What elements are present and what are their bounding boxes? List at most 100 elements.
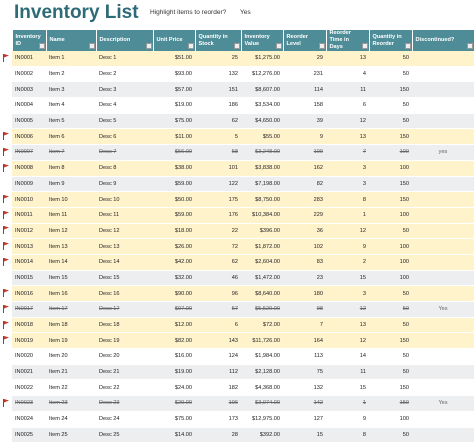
- cell: yes: [412, 144, 474, 161]
- blank: [0, 30, 13, 51]
- flag-icon: [3, 336, 9, 345]
- filter-button[interactable]: [466, 43, 473, 49]
- cell: IN0021: [12, 364, 46, 381]
- cell: $5,529.00: [241, 301, 283, 318]
- filter-button[interactable]: [233, 43, 240, 49]
- cell: 100: [369, 270, 412, 287]
- cell: $38.00: [153, 160, 195, 177]
- cell: $12,975.00: [241, 411, 283, 428]
- cell: Desc 6: [96, 128, 153, 146]
- cell: 62: [195, 113, 241, 130]
- column-header: Reorder Level: [283, 30, 327, 51]
- column-header-text: Reorder Level: [286, 33, 308, 47]
- cell: Desc 21: [96, 364, 153, 381]
- table-row: IN0016 Item 16 Desc 16 $90.00 96 $8,640.00 180…: [0, 285, 474, 302]
- cell: $42.00: [153, 254, 195, 271]
- cell: $8,750.00: [241, 191, 283, 208]
- filter-button[interactable]: [187, 43, 194, 49]
- cell: IN0003: [12, 81, 46, 99]
- cell: Desc 12: [96, 223, 153, 240]
- cell: Desc 9: [96, 176, 153, 193]
- cell: [412, 160, 474, 177]
- cell: $8,607.00: [241, 81, 283, 99]
- cell: IN0025: [12, 427, 46, 443]
- cell: 75: [283, 364, 326, 381]
- flag-icon: [3, 304, 9, 313]
- cell: 98: [283, 301, 326, 318]
- cell: IN0004: [12, 97, 46, 114]
- cell: Item 15: [46, 270, 96, 287]
- cell: [412, 176, 474, 193]
- cell: 3: [326, 176, 369, 193]
- cell: Desc 10: [96, 191, 153, 208]
- filter-button[interactable]: [38, 43, 45, 49]
- cell: $82.00: [153, 332, 195, 350]
- flag-cell: [0, 238, 12, 255]
- filter-button[interactable]: [404, 43, 411, 49]
- table-row: IN0009 Item 9 Desc 9 $59.00 122 $7,198.00 82 3 1…: [0, 176, 474, 193]
- cell: $4,650.00: [241, 113, 283, 130]
- cell: 143: [195, 332, 241, 350]
- cell: IN0023: [12, 395, 46, 412]
- cell: 3: [326, 285, 369, 302]
- cell: Item 22: [46, 379, 96, 397]
- cell: $50.00: [153, 191, 195, 208]
- highlight-value[interactable]: Yes: [240, 9, 251, 16]
- cell: Desc 14: [96, 254, 153, 271]
- cell: $72.00: [241, 317, 283, 334]
- cell: 162: [283, 160, 326, 177]
- cell: 82: [283, 176, 326, 193]
- cell: 5: [195, 128, 241, 146]
- filter-button[interactable]: [145, 43, 152, 49]
- table-row: IN0019 Item 19 Desc 19 $82.00 143 $11,726.00 1…: [0, 332, 474, 350]
- flag-cell: [0, 348, 12, 365]
- flag-cell: [0, 427, 12, 443]
- cell: $1,472.00: [241, 270, 283, 287]
- filter-button[interactable]: [275, 43, 282, 49]
- cell: 96: [195, 285, 241, 302]
- cell: $3,838.00: [241, 160, 283, 177]
- cell: IN0016: [12, 285, 46, 302]
- filter-button[interactable]: [318, 43, 325, 49]
- flag-icon: [3, 210, 9, 219]
- flag-icon: [3, 195, 9, 204]
- flag-cell: [0, 270, 12, 287]
- cell: Item 21: [46, 364, 96, 381]
- cell: IN0007: [12, 144, 46, 161]
- table-row: IN0017 Item 17 Desc 17 $97.00 57 $5,529.00 98 1…: [0, 301, 474, 318]
- table-row: IN0003 Item 3 Desc 3 $57.00 151 $8,607.00 114 1…: [0, 81, 474, 99]
- cell: 150: [369, 379, 412, 397]
- column-header: Reorder Time in Days: [326, 30, 370, 51]
- cell: IN0009: [12, 176, 46, 193]
- cell: Item 3: [46, 81, 96, 99]
- cell: 50: [369, 427, 412, 443]
- filter-button[interactable]: [361, 43, 368, 49]
- cell: 150: [369, 395, 412, 412]
- cell: IN0001: [12, 51, 46, 67]
- cell: Item 24: [46, 411, 96, 428]
- cell: Item 20: [46, 348, 96, 365]
- cell: [412, 66, 474, 83]
- table-row: IN0004 Item 4 Desc 4 $19.00 186 $3,534.00 158 6…: [0, 97, 474, 114]
- cell: Yes: [412, 301, 474, 318]
- cell: 164: [283, 332, 326, 350]
- flag-cell: [0, 66, 12, 83]
- flag-icon: [3, 320, 9, 329]
- column-header: Unit Price: [153, 30, 196, 51]
- cell: [412, 207, 474, 224]
- cell: [412, 223, 474, 240]
- cell: [412, 238, 474, 255]
- cell: Item 13: [46, 238, 96, 255]
- cell: 36: [283, 223, 326, 240]
- cell: Item 5: [46, 113, 96, 130]
- cell: Desc 5: [96, 113, 153, 130]
- cell: 6: [326, 97, 369, 114]
- cell: [412, 332, 474, 350]
- cell: IN0011: [12, 207, 46, 224]
- filter-button[interactable]: [88, 43, 95, 49]
- cell: $57.00: [153, 81, 195, 99]
- cell: 173: [195, 411, 241, 428]
- flag-cell: [0, 395, 12, 412]
- flag-icon: [3, 398, 9, 407]
